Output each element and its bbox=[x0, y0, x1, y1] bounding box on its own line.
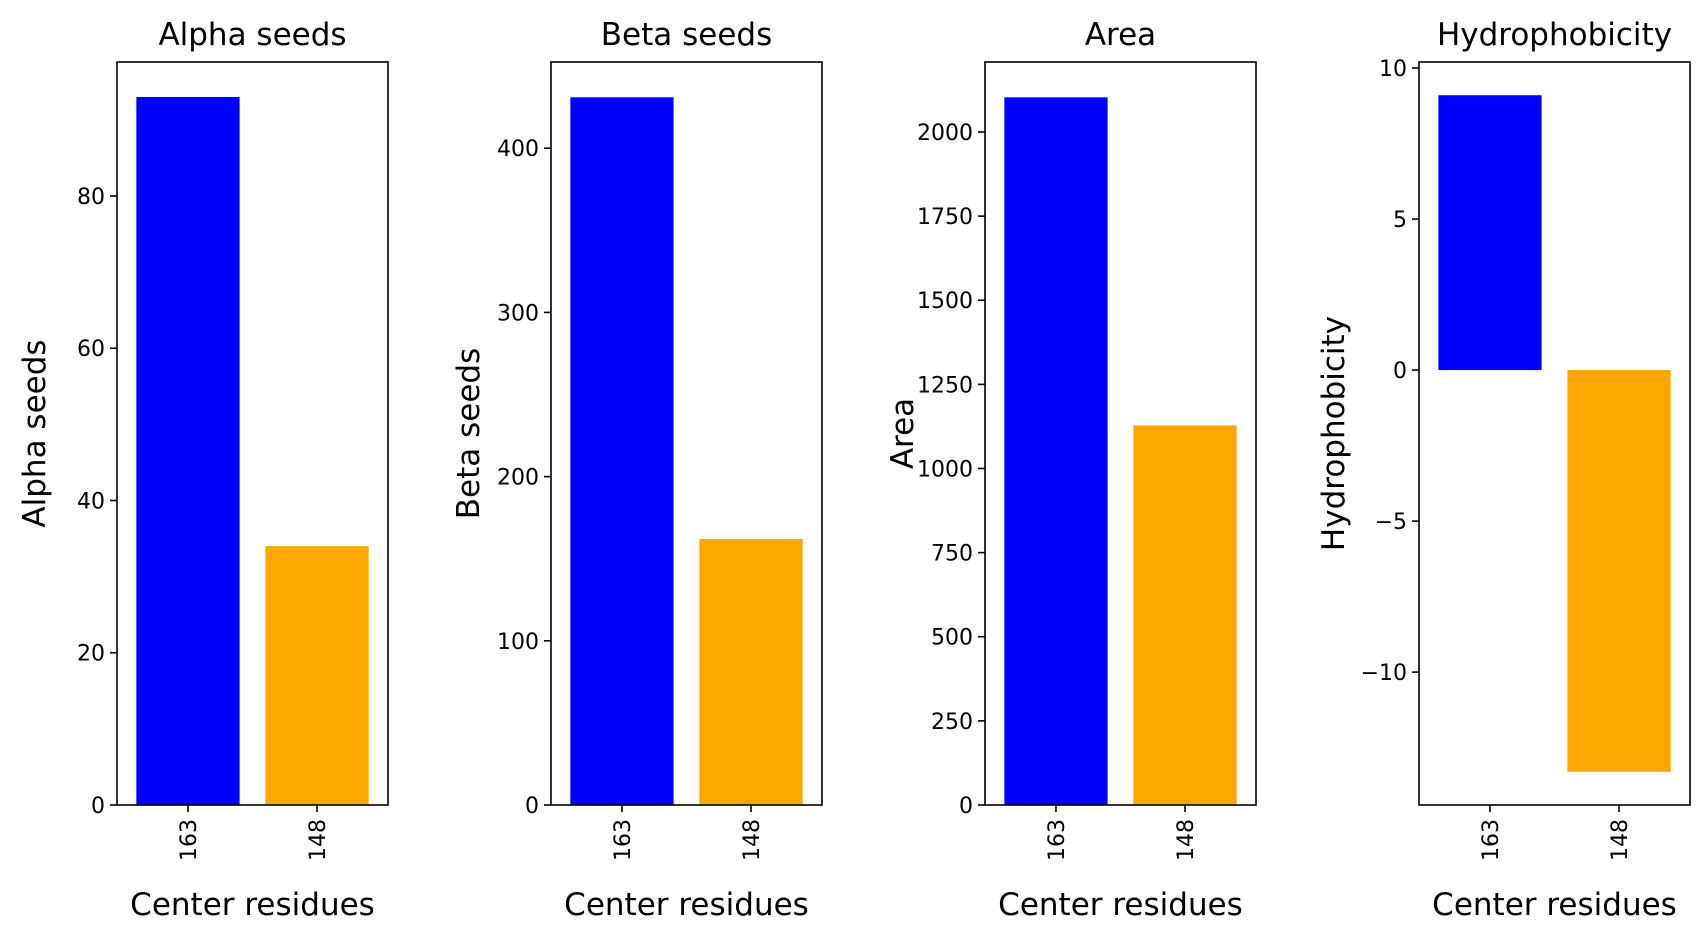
panel-2: 0 100 200 300 400 163 148 Beta seeds Center resi… bbox=[451, 17, 823, 923]
chart-title: Beta seeds bbox=[601, 17, 772, 53]
panel-1: 0 20 40 60 80 163 148 Alpha seeds Center residue… bbox=[17, 17, 389, 923]
x-tick-label: 163 bbox=[611, 819, 636, 861]
y-tick-label: −5 bbox=[1375, 510, 1407, 535]
axes-frame bbox=[1418, 61, 1691, 806]
x-tick-label: 148 bbox=[1174, 819, 1199, 861]
x-axis-label: Center residues bbox=[998, 887, 1243, 923]
y-axis-label: Beta seeds bbox=[451, 348, 487, 519]
y-tick-label: 100 bbox=[497, 630, 539, 655]
x-tick-label: 148 bbox=[1608, 819, 1633, 861]
y-tick-label: 1000 bbox=[917, 457, 973, 482]
y-axis-label: Hydrophobicity bbox=[1316, 316, 1352, 551]
y-tick-label: 0 bbox=[959, 794, 973, 819]
bar-148 bbox=[1567, 370, 1671, 772]
y-tick-label: 1250 bbox=[917, 373, 973, 398]
axes-frame bbox=[116, 61, 389, 806]
x-tick-label: 148 bbox=[740, 819, 765, 861]
x-axis-label: Center residues bbox=[564, 887, 809, 923]
bar-163 bbox=[136, 97, 240, 806]
y-tick-label: 0 bbox=[91, 794, 105, 819]
bar-148 bbox=[1133, 425, 1237, 805]
panel-3: 0 250 500 750 1000 1250 1500 1750 2000 163 148 Area… bbox=[885, 17, 1257, 923]
y-tick-label: 0 bbox=[1393, 359, 1407, 384]
axes-frame bbox=[550, 61, 823, 806]
x-tick-label: 163 bbox=[1479, 819, 1504, 861]
y-tick-label: 10 bbox=[1379, 57, 1407, 82]
chart-title: Alpha seeds bbox=[158, 17, 346, 53]
y-tick-label: 200 bbox=[497, 466, 539, 491]
y-tick-label: 0 bbox=[525, 794, 539, 819]
y-tick-label: 250 bbox=[931, 710, 973, 735]
y-axis-label: Alpha seeds bbox=[17, 339, 53, 527]
y-tick-label: 500 bbox=[931, 626, 973, 651]
bar-163 bbox=[570, 97, 674, 806]
x-tick-label: 148 bbox=[306, 819, 331, 861]
x-axis-label: Center residues bbox=[130, 887, 375, 923]
y-tick-label: −10 bbox=[1361, 661, 1407, 686]
x-tick-label: 163 bbox=[1045, 819, 1070, 861]
y-tick-label: 400 bbox=[497, 137, 539, 162]
y-tick-label: 5 bbox=[1393, 208, 1407, 233]
bar-163 bbox=[1004, 97, 1108, 805]
y-tick-label: 80 bbox=[77, 185, 105, 210]
chart-title: Hydrophobicity bbox=[1437, 17, 1672, 53]
y-axis-label: Area bbox=[885, 398, 921, 469]
bar-163 bbox=[1438, 95, 1542, 371]
x-tick-label: 163 bbox=[177, 819, 202, 861]
chart-title: Area bbox=[1085, 17, 1156, 53]
axes-frame bbox=[984, 61, 1257, 806]
bar-148 bbox=[699, 538, 803, 805]
x-axis-label: Center residues bbox=[1432, 887, 1677, 923]
y-tick-label: 2000 bbox=[917, 121, 973, 146]
y-tick-label: 750 bbox=[931, 542, 973, 567]
y-tick-label: 1750 bbox=[917, 205, 973, 230]
y-tick-label: 60 bbox=[77, 337, 105, 362]
y-tick-label: 40 bbox=[77, 489, 105, 514]
panel-4: −10 −5 0 5 10 163 148 Hydrophobicity Center resi… bbox=[1316, 17, 1691, 923]
y-tick-label: 1500 bbox=[917, 289, 973, 314]
y-tick-label: 20 bbox=[77, 642, 105, 667]
bar-148 bbox=[265, 546, 369, 805]
y-tick-label: 300 bbox=[497, 301, 539, 326]
